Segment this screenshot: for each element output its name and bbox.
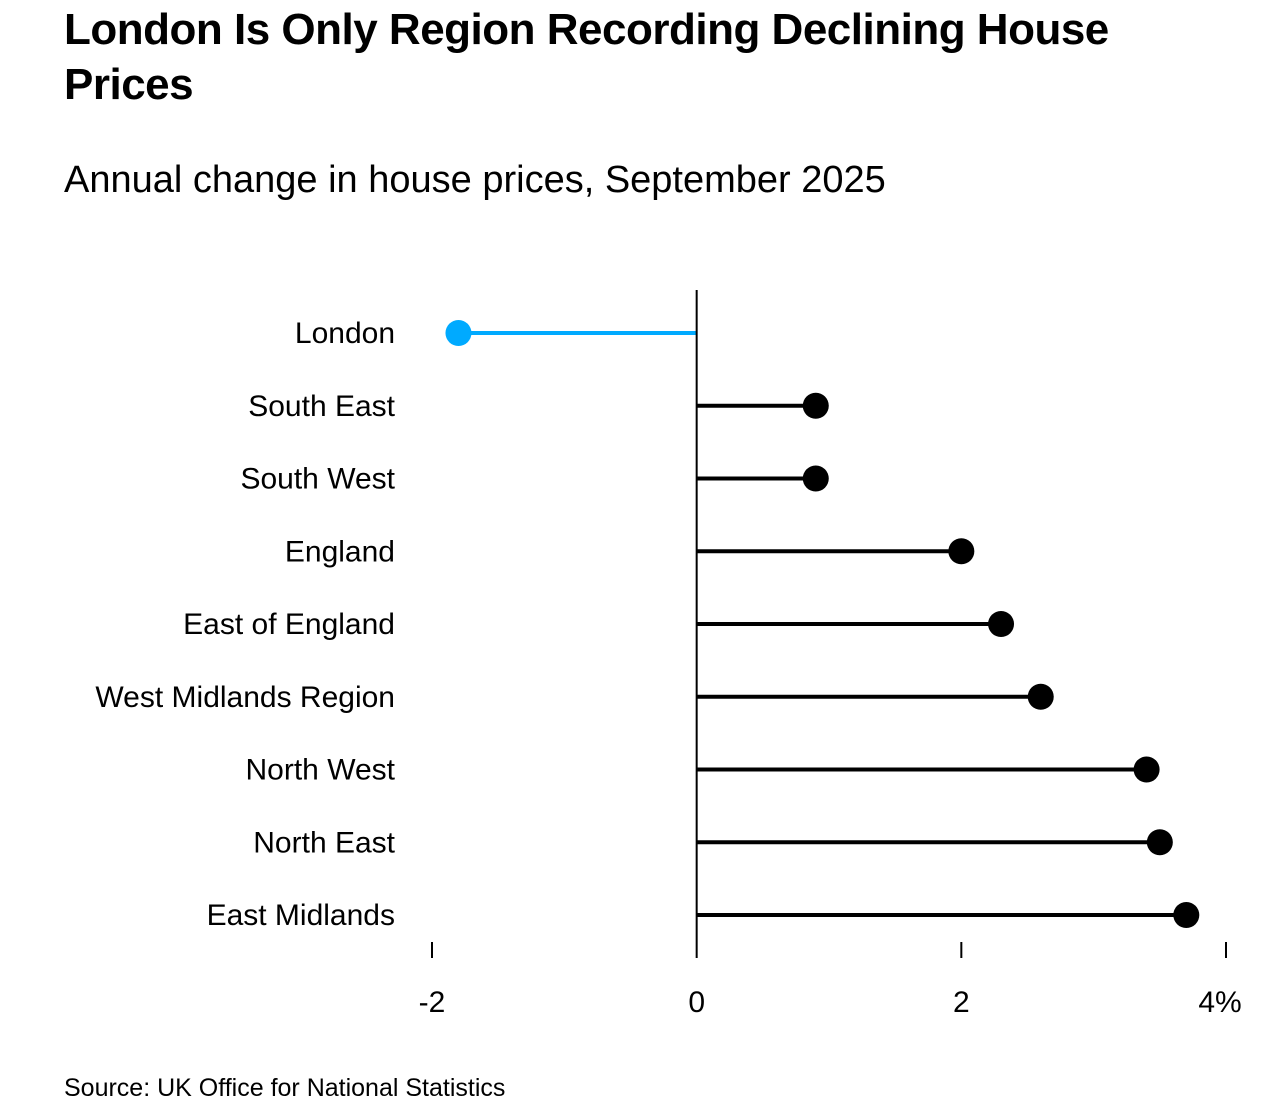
- chart-subtitle: Annual change in house prices, September…: [64, 159, 886, 201]
- category-label: South West: [240, 463, 395, 496]
- row-west-midlands-region: West Midlands Region: [95, 681, 1054, 714]
- x-tick-label: 4%: [1198, 986, 1241, 1019]
- lollipop-dot: [988, 611, 1015, 637]
- category-label: East Midlands: [207, 899, 395, 932]
- category-label: North West: [246, 754, 396, 787]
- lollipop-dot: [445, 320, 472, 346]
- chart-title: London Is Only Region Recording Declinin…: [64, 5, 1109, 109]
- row-south-east: South East: [248, 390, 829, 423]
- row-east-of-england: East of England: [183, 608, 1015, 641]
- category-label: England: [285, 535, 395, 568]
- row-england: England: [285, 535, 975, 568]
- x-tick-label: 2: [953, 986, 970, 1019]
- lollipop-dot: [802, 465, 829, 492]
- row-east-midlands: East Midlands: [207, 899, 1200, 932]
- category-label: North East: [253, 826, 395, 859]
- lollipop-dot: [1027, 683, 1054, 710]
- category-label: East of England: [183, 608, 395, 641]
- lollipop-dot: [1146, 829, 1173, 856]
- source-note: Source: UK Office for National Statistic…: [64, 1074, 506, 1102]
- lollipop-dot: [1173, 902, 1200, 928]
- row-north-west: North West: [246, 754, 1160, 787]
- category-label: West Midlands Region: [95, 681, 395, 714]
- lollipop-dot: [802, 392, 829, 419]
- category-label: South East: [248, 390, 395, 423]
- x-tick-label: 0: [688, 986, 705, 1019]
- lollipop-dot: [1133, 756, 1160, 783]
- category-label: London: [295, 317, 395, 350]
- row-north-east: North East: [253, 826, 1173, 859]
- x-tick-label: -2: [419, 986, 446, 1019]
- row-london: London: [295, 317, 697, 350]
- row-south-west: South West: [240, 463, 829, 496]
- lollipop-dot: [948, 538, 975, 565]
